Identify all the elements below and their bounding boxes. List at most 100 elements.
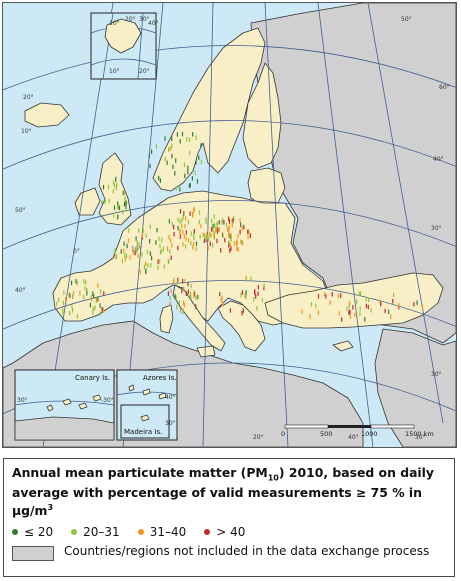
station-marker [190,240,192,246]
station-marker [206,231,208,237]
station-marker [192,241,195,247]
station-marker [244,293,246,299]
station-marker [163,264,165,269]
station-marker [151,255,153,261]
station-marker [141,252,143,257]
station-marker [123,241,125,246]
station-marker [125,253,128,259]
station-marker [384,308,386,314]
station-marker [204,233,206,238]
station-marker [192,212,194,217]
station-marker [170,238,172,243]
station-marker [177,277,179,283]
station-marker [157,265,159,270]
station-marker [205,219,207,225]
station-marker [215,226,217,232]
station-marker [123,248,125,253]
station-marker [255,294,257,299]
station-marker [168,147,170,152]
station-marker [126,243,128,249]
station-marker [184,279,186,284]
station-marker [213,230,215,236]
station-marker [168,259,170,264]
station-marker [367,304,369,310]
station-marker [185,216,187,221]
station-marker [72,294,74,299]
station-marker [192,245,194,250]
svg-text:30°: 30° [431,225,442,232]
station-marker [115,185,117,191]
station-marker [171,153,173,159]
station-marker [325,294,327,299]
station-marker [310,302,313,307]
station-marker [195,246,197,252]
station-marker [228,224,230,230]
station-marker [177,245,179,251]
british-isles [98,152,132,226]
station-marker [210,232,212,238]
svalbard-land [104,18,142,54]
station-marker [97,296,99,302]
station-marker [92,306,94,311]
station-marker [136,240,138,245]
station-marker [124,256,126,262]
station-marker [203,238,205,243]
station-marker [182,242,184,247]
station-marker [222,218,224,223]
station-marker [72,291,75,296]
station-marker [195,135,197,140]
station-marker [393,292,395,298]
station-marker [118,205,121,211]
station-marker [76,281,78,286]
station-marker [56,301,58,307]
station-marker [209,241,211,246]
station-marker [198,219,200,225]
station-marker [176,304,178,310]
station-marker [190,231,192,236]
map-frame: 50° 40° 30° 30° 20° 10° 0° 10° 20° 40° 5… [2,2,457,448]
station-marker [331,292,333,297]
station-marker [329,300,331,305]
station-marker [127,238,129,243]
station-marker [139,269,141,275]
station-marker [193,289,195,295]
station-marker [145,261,147,266]
station-marker [65,297,67,302]
station-marker [117,214,119,219]
station-marker [261,297,263,303]
station-marker [212,243,214,248]
station-marker [113,205,116,210]
station-marker [171,243,173,248]
station-marker [138,228,140,233]
svg-text:40°: 40° [148,20,159,27]
station-marker [170,255,172,260]
station-marker [218,227,220,232]
station-marker [220,248,222,253]
excluded-swatch [12,545,54,561]
station-marker [213,222,215,228]
station-marker [93,294,95,299]
station-marker [177,217,179,222]
station-marker [359,311,361,316]
scandinavia [152,27,266,192]
station-marker [309,314,311,319]
station-marker [76,314,78,319]
station-marker [123,202,126,207]
station-marker [145,269,147,274]
station-marker [58,297,60,302]
station-marker [231,218,233,223]
station-marker [239,229,241,235]
turkey [264,272,444,329]
svg-text:40°: 40° [15,287,26,294]
station-marker [193,235,195,241]
station-marker [317,310,319,316]
station-marker [245,275,247,281]
station-marker [187,289,189,294]
station-marker [183,302,185,308]
station-marker [257,291,259,296]
station-marker [184,223,186,229]
station-marker [170,288,172,294]
station-marker [240,292,242,298]
station-marker [184,244,187,249]
station-marker [200,223,202,229]
